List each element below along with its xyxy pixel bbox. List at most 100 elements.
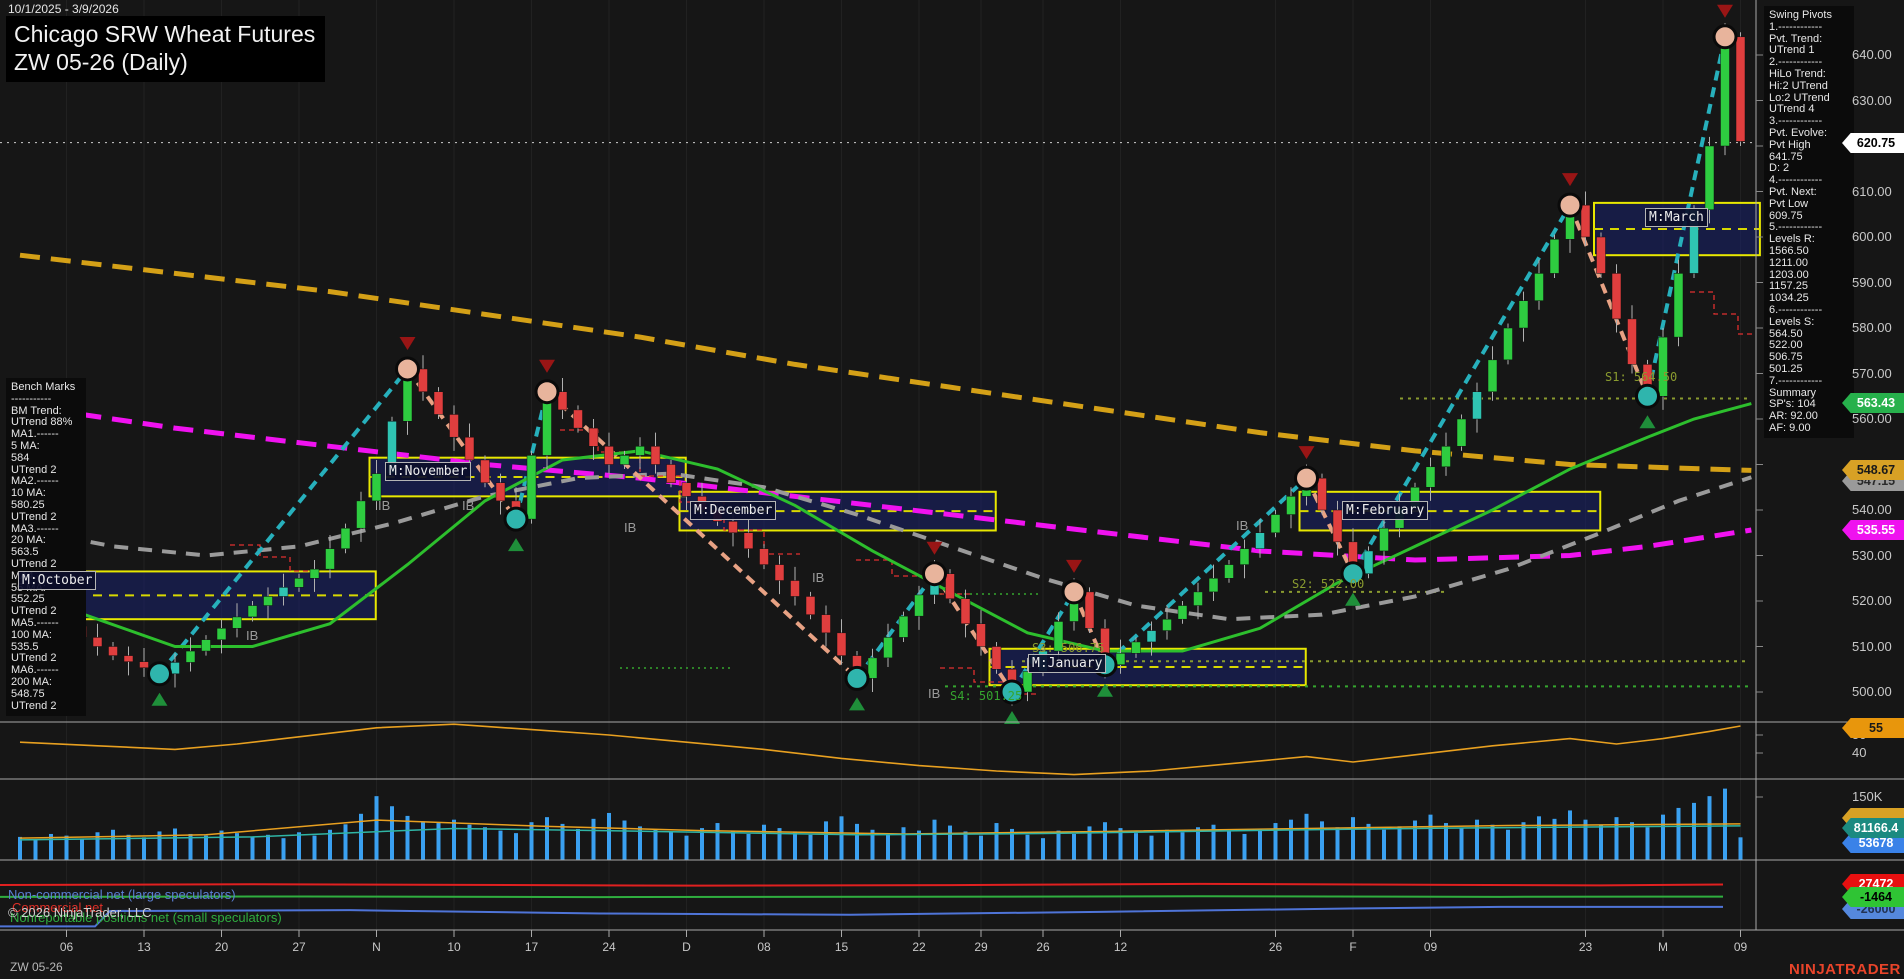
swing-low-marker bbox=[147, 661, 172, 687]
price-tick-label[interactable]: 570.00 bbox=[1852, 365, 1892, 381]
red-step-line bbox=[560, 429, 800, 555]
time-tick-label[interactable]: 06 bbox=[59, 940, 74, 954]
time-tick-label[interactable]: 29 bbox=[974, 940, 988, 954]
time-tick-label[interactable]: 09 bbox=[1733, 940, 1748, 954]
time-tick-label[interactable]: 27 bbox=[292, 940, 306, 954]
candle-body bbox=[836, 632, 847, 656]
price-tick-label[interactable]: 590.00 bbox=[1852, 274, 1892, 290]
candle-body bbox=[139, 661, 149, 668]
price-tick-label[interactable]: 640.00 bbox=[1852, 47, 1892, 62]
swing-pivots-line: 564.50 bbox=[1769, 327, 1803, 340]
bench-marks-line: 200 MA: bbox=[11, 675, 52, 688]
time-tick-label[interactable]: N bbox=[372, 940, 381, 954]
candle-body bbox=[1379, 527, 1389, 552]
candle-body bbox=[976, 623, 986, 647]
time-tick-label[interactable]: 13 bbox=[137, 940, 151, 954]
price-tick-label[interactable]: 560.00 bbox=[1852, 411, 1892, 426]
time-tick-label[interactable]: 26 bbox=[1268, 940, 1283, 954]
candle-body bbox=[1611, 273, 1622, 320]
swing-pivots-line: 641.75 bbox=[1769, 150, 1803, 163]
price-tick-label[interactable]: 610.00 bbox=[1852, 183, 1892, 199]
time-tick-label[interactable]: 22 bbox=[912, 940, 926, 954]
swing-pivots-line: 7.------------ bbox=[1769, 374, 1823, 387]
swing-high-marker bbox=[1557, 192, 1583, 218]
candle-body bbox=[867, 657, 878, 679]
swing-pivots-line: 1157.25 bbox=[1769, 280, 1808, 293]
ib-label: IB bbox=[812, 570, 825, 585]
candle-body bbox=[1704, 145, 1715, 210]
down-triangle-icon bbox=[399, 336, 416, 350]
candle-body bbox=[1363, 550, 1374, 574]
swing-pivots-line: Hi:2 UTrend bbox=[1769, 79, 1828, 92]
bench-marks-line: ----------- bbox=[11, 392, 52, 405]
swing-pivots-line: Pvt. Evolve: bbox=[1769, 126, 1828, 139]
price-tick-label[interactable]: 600.00 bbox=[1852, 229, 1892, 244]
bench-marks-line: 548.75 bbox=[11, 687, 45, 700]
time-tick-label[interactable]: 23 bbox=[1578, 940, 1593, 954]
candle-body bbox=[1162, 618, 1172, 631]
candle-body bbox=[1208, 578, 1219, 593]
swing-high-marker bbox=[1061, 579, 1087, 605]
swing-zigzag bbox=[1010, 590, 1076, 694]
swing-pivots-line: 5.------------ bbox=[1769, 221, 1823, 234]
price-tick-label[interactable]: 580.00 bbox=[1852, 320, 1892, 335]
ib-label: IB bbox=[462, 498, 475, 513]
candle-body bbox=[1425, 466, 1436, 488]
price-tick-label[interactable]: 500.00 bbox=[1852, 684, 1892, 699]
swing-pivots-line: 609.75 bbox=[1769, 209, 1803, 222]
swing-pivots-line: D: 2 bbox=[1769, 162, 1790, 175]
candle-body bbox=[1332, 509, 1343, 543]
candle-body bbox=[201, 639, 211, 652]
red-step-line bbox=[230, 544, 318, 572]
time-tick-label[interactable]: 15 bbox=[834, 940, 849, 954]
price-tick-label[interactable]: 510.00 bbox=[1852, 638, 1892, 654]
volume-ma-teal bbox=[19, 825, 1741, 841]
time-tick-label[interactable]: 24 bbox=[602, 940, 616, 954]
swing-zigzag bbox=[545, 390, 859, 680]
time-tick-label[interactable]: M bbox=[1658, 940, 1668, 954]
time-tick-label[interactable]: 26 bbox=[1036, 940, 1050, 954]
swing-zigzag bbox=[157, 367, 410, 676]
price-tick-label[interactable]: 530.00 bbox=[1852, 547, 1892, 563]
bench-marks-line: 552.25 bbox=[11, 593, 45, 606]
candle-body bbox=[1627, 318, 1637, 365]
bench-marks-line: UTrend 2 bbox=[11, 699, 57, 712]
bench-marks-line: UTrend 2 bbox=[11, 652, 57, 665]
bench-marks-line: MA6.------ bbox=[11, 664, 59, 677]
bench-marks-line: UTrend 2 bbox=[11, 605, 57, 618]
time-tick-label[interactable]: 17 bbox=[524, 940, 539, 954]
swing-low-marker bbox=[1340, 561, 1366, 587]
candle-body bbox=[650, 446, 661, 465]
up-triangle-icon bbox=[1004, 711, 1020, 724]
candle-body bbox=[325, 548, 335, 570]
cot-line-green_pts bbox=[0, 895, 1724, 899]
axis-price-badge: 55 bbox=[1842, 718, 1904, 738]
ma-line-55MA bbox=[19, 471, 1752, 622]
time-tick-label[interactable]: 20 bbox=[214, 940, 229, 954]
price-tick-label[interactable]: 520.00 bbox=[1852, 593, 1892, 608]
candle-body bbox=[991, 646, 1002, 670]
swing-pivots-line: Levels R: bbox=[1769, 233, 1815, 246]
down-triangle-icon bbox=[1717, 4, 1733, 18]
price-tick-label[interactable]: 540.00 bbox=[1852, 502, 1892, 517]
up-triangle-icon bbox=[849, 697, 865, 711]
swing-pivots-line: 3.------------ bbox=[1769, 115, 1823, 128]
candle-body bbox=[573, 409, 583, 429]
cot-line-red_pts bbox=[0, 882, 1724, 887]
swing-low-marker bbox=[503, 506, 529, 532]
time-tick-label[interactable]: 08 bbox=[757, 940, 771, 954]
time-tick-label[interactable]: 09 bbox=[1423, 940, 1438, 954]
time-tick-label[interactable]: 12 bbox=[1113, 940, 1128, 954]
time-tick-label[interactable]: D bbox=[682, 940, 691, 954]
ma-line-20MA bbox=[19, 402, 1752, 653]
oscillator-line bbox=[19, 723, 1741, 776]
candle-body bbox=[728, 521, 738, 533]
bench-marks-line: 100 MA: bbox=[11, 628, 52, 641]
time-tick-label[interactable]: 10 bbox=[447, 940, 461, 954]
time-tick-label[interactable]: F bbox=[1349, 940, 1357, 954]
price-tick-label[interactable]: 630.00 bbox=[1852, 92, 1892, 108]
month-label: M:November bbox=[385, 462, 472, 481]
swing-pivots-line: AF: 9.00 bbox=[1769, 421, 1811, 434]
candle-body bbox=[1549, 239, 1560, 274]
